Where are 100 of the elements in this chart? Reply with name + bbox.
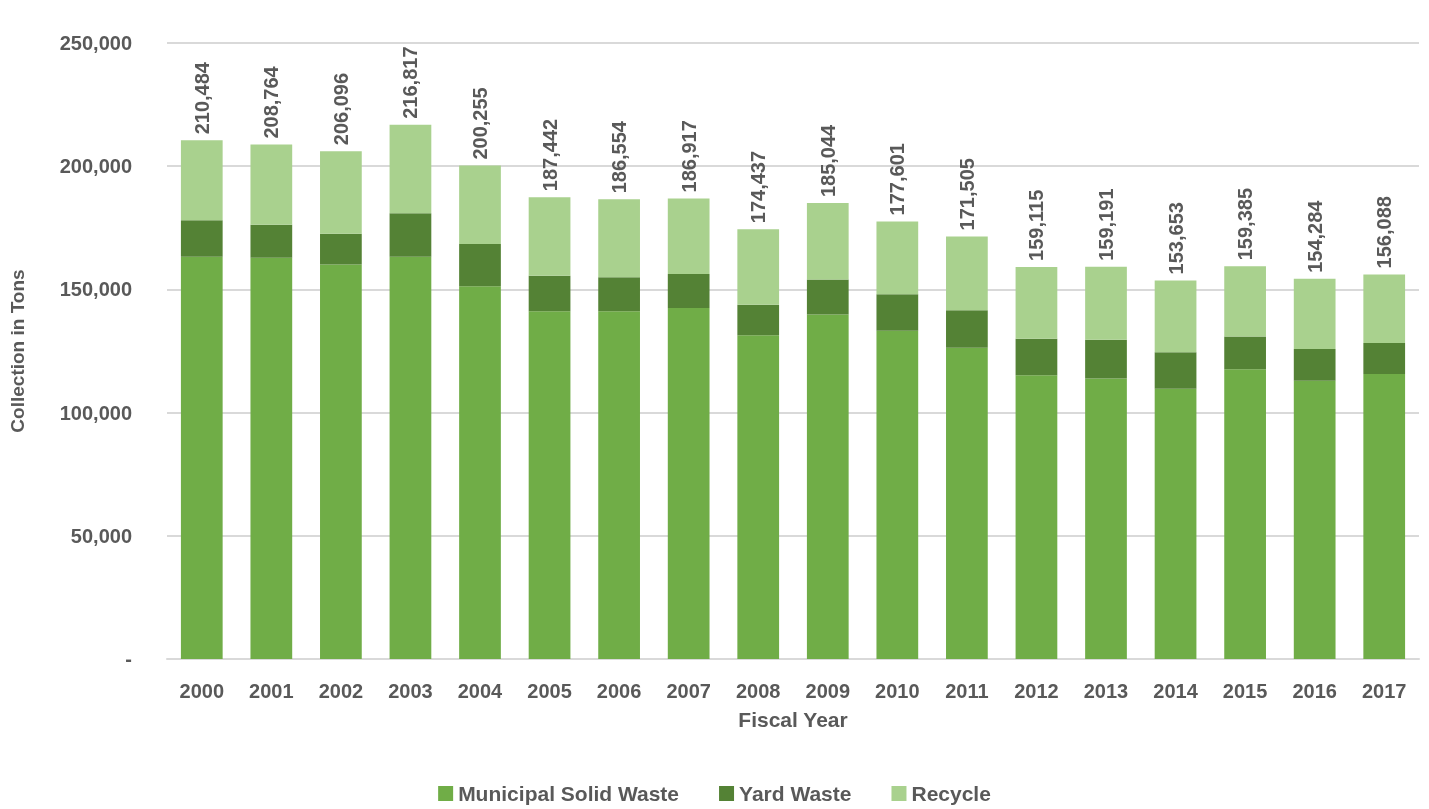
total-label: 187,442	[538, 118, 561, 192]
bar	[180, 256, 223, 659]
bar	[598, 199, 640, 278]
bar	[389, 213, 432, 257]
total-label: 177,601	[886, 143, 909, 216]
bar	[1015, 375, 1058, 659]
bar	[1363, 373, 1406, 659]
y-tick-label: 200,000	[59, 155, 132, 178]
x-tick-label: 2002	[318, 680, 364, 702]
x-tick-label: 2003	[388, 680, 433, 702]
bar	[1293, 278, 1336, 350]
bar	[1224, 266, 1266, 337]
total-label: 159,115	[1025, 189, 1048, 261]
bar	[1293, 380, 1336, 659]
x-tick-label: 2015	[1222, 680, 1268, 702]
bar	[528, 197, 571, 276]
bar	[946, 236, 988, 311]
bar	[946, 310, 988, 348]
total-label: 186,917	[677, 120, 700, 193]
x-tick-label: 2011	[945, 680, 989, 702]
bar	[1085, 339, 1127, 379]
bar	[598, 311, 640, 659]
y-tick-label: 150,000	[59, 278, 132, 301]
x-tick-label: 2016	[1292, 680, 1337, 702]
x-tick-label: 2006	[596, 680, 642, 702]
bar	[806, 279, 849, 315]
x-tick-label: 2004	[457, 680, 504, 702]
bar	[1293, 349, 1336, 381]
bar	[946, 347, 988, 659]
x-tick-label: 2001	[249, 680, 294, 702]
total-label: 159,191	[1095, 188, 1117, 261]
bar	[737, 335, 780, 659]
bar	[320, 264, 362, 659]
x-tick-label: 2017	[1361, 680, 1407, 702]
x-tick-label: 2000	[179, 680, 225, 702]
bar	[389, 256, 432, 659]
x-tick-label: 2012	[1014, 680, 1059, 702]
bar	[250, 257, 293, 659]
y-axis-title: Collection in Tons	[7, 269, 28, 433]
bar	[667, 273, 710, 308]
bar	[459, 244, 501, 287]
bar	[1154, 352, 1197, 389]
bar	[737, 304, 780, 336]
total-label: 186,554	[608, 120, 631, 194]
total-label: 174,437	[747, 150, 770, 224]
bar	[1085, 266, 1127, 340]
bar	[1085, 378, 1127, 659]
x-tick-label: 2008	[735, 680, 781, 702]
x-tick-label: 2009	[805, 680, 851, 702]
bar	[1363, 274, 1406, 344]
bar	[1015, 266, 1058, 339]
total-label: 156,088	[1373, 196, 1396, 269]
total-label: 185,044	[816, 123, 839, 198]
legend-label: Municipal Solid Waste	[458, 782, 680, 805]
bar	[528, 311, 571, 659]
legend-label: Recycle	[911, 782, 991, 805]
y-tick-label: 50,000	[70, 524, 132, 547]
total-label: 159,385	[1234, 187, 1257, 261]
bar	[667, 198, 710, 274]
total-label: 206,096	[329, 72, 352, 146]
bar	[250, 224, 293, 258]
bar	[806, 203, 849, 280]
bar	[389, 124, 432, 214]
bar	[459, 165, 501, 245]
y-tick-label: 250,000	[59, 32, 132, 54]
bar	[1224, 336, 1266, 370]
bar	[1224, 369, 1266, 659]
y-tick-label: 100,000	[59, 401, 132, 424]
legend-label: Yard Waste	[739, 782, 852, 805]
bar	[459, 286, 501, 659]
total-label: 210,484	[190, 61, 213, 135]
y-tick-label: -	[125, 648, 132, 670]
total-label: 200,255	[469, 87, 491, 160]
bar	[320, 151, 362, 234]
bar	[180, 140, 223, 221]
bar	[876, 294, 919, 331]
x-tick-label: 2005	[527, 680, 572, 702]
bar	[667, 307, 710, 659]
total-label: 171,505	[955, 158, 978, 231]
x-tick-label: 2013	[1083, 680, 1129, 702]
total-label: 154,284	[1303, 199, 1326, 273]
bar	[806, 314, 849, 659]
bar	[250, 144, 293, 225]
bar	[1015, 338, 1058, 376]
x-axis-title: Fiscal Year	[738, 708, 848, 731]
total-label: 216,817	[399, 46, 422, 119]
bar	[737, 229, 780, 305]
total-label: 208,764	[260, 65, 283, 139]
bar	[876, 221, 919, 295]
bar	[1154, 280, 1197, 353]
x-tick-label: 2010	[875, 680, 920, 702]
bar	[1154, 388, 1197, 659]
x-tick-label: 2014	[1153, 680, 1199, 702]
x-tick-label: 2007	[666, 680, 711, 702]
bar	[180, 220, 223, 257]
total-label: 153,653	[1164, 202, 1187, 275]
bar	[528, 275, 571, 312]
bar	[876, 330, 919, 659]
bar	[598, 277, 640, 312]
bar	[1363, 343, 1406, 374]
